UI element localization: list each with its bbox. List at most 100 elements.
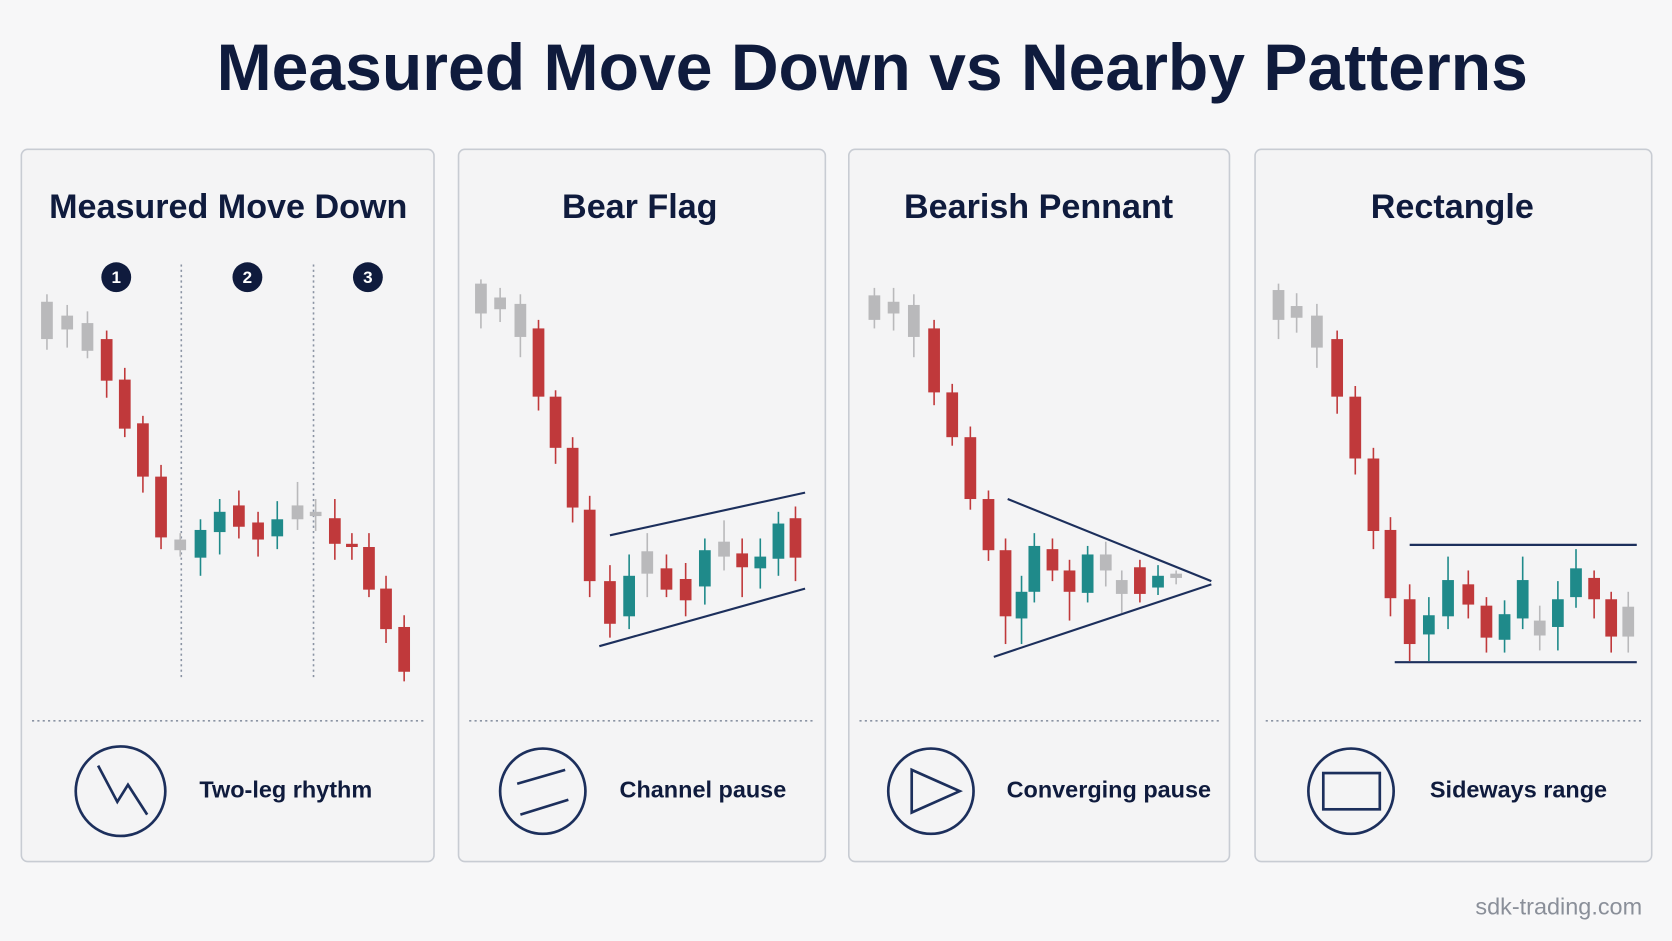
channel-line <box>598 587 806 648</box>
candle-body <box>1480 605 1493 638</box>
candle-body <box>1028 545 1041 592</box>
candle-body <box>532 328 545 397</box>
caption: Channel pause <box>620 776 787 802</box>
candle-body <box>868 295 881 320</box>
candle-body <box>679 578 692 601</box>
candle-body <box>1331 339 1344 397</box>
candle-body <box>1498 614 1511 640</box>
step-number: 1 <box>112 268 121 287</box>
candle-body <box>1115 580 1128 594</box>
candle-body <box>623 575 636 617</box>
candle-body <box>660 568 673 590</box>
channel-line <box>609 491 806 537</box>
candle-body <box>494 297 506 310</box>
icon <box>96 764 149 816</box>
icon <box>886 747 975 836</box>
candle-body <box>100 339 113 381</box>
candle-body <box>233 505 245 527</box>
candle-body <box>1099 554 1112 571</box>
icon <box>910 767 963 815</box>
candle-body <box>1462 584 1475 605</box>
candle-body <box>1384 529 1397 599</box>
page-title: Measured Move Down vs Nearby Patterns <box>217 31 1528 105</box>
candle-body <box>1311 315 1323 348</box>
candle-body <box>1015 591 1028 619</box>
panel-title: Bear Flag <box>562 188 717 226</box>
candle-body <box>41 301 53 340</box>
candle-body <box>1170 573 1183 578</box>
candle-body <box>271 519 284 537</box>
pennant-line <box>1007 498 1212 583</box>
icon <box>516 768 566 786</box>
step-badge <box>352 262 383 293</box>
candle-body <box>754 556 767 569</box>
candle-body <box>1349 396 1362 459</box>
candle-body <box>1422 615 1435 635</box>
footer: sdk-trading.com <box>1475 894 1642 920</box>
candle-body <box>887 301 900 314</box>
candle-body <box>736 553 749 568</box>
candle-body <box>964 437 977 500</box>
candle-body <box>252 522 264 540</box>
candle-body <box>1134 567 1146 594</box>
candle-body <box>1552 599 1564 627</box>
candle-body <box>641 551 654 574</box>
candle-body <box>604 581 616 624</box>
candle-body <box>566 447 579 508</box>
candle-body <box>1533 620 1546 636</box>
candle-body <box>946 392 959 438</box>
candles <box>41 279 1635 682</box>
icon <box>498 747 587 836</box>
candle-body <box>398 626 411 672</box>
candle-body <box>549 396 562 448</box>
caption: Converging pause <box>1007 776 1211 802</box>
step-number: 3 <box>363 268 372 287</box>
panel <box>847 148 1231 863</box>
candle-body <box>1290 306 1303 318</box>
panel <box>457 148 827 863</box>
candle-body <box>1367 458 1380 532</box>
candle-body <box>137 423 149 477</box>
candle-body <box>1605 599 1618 637</box>
candle-body <box>194 529 207 558</box>
candle-body <box>1063 570 1076 592</box>
caption: Two-leg rhythm <box>199 776 372 802</box>
panel-title: Rectangle <box>1371 188 1534 226</box>
candle-body <box>1403 599 1416 645</box>
candle-body <box>1046 549 1059 571</box>
icon <box>74 745 167 838</box>
candle-body <box>1516 580 1529 619</box>
candle-body <box>514 303 527 337</box>
candle-body <box>174 539 187 551</box>
step-badge <box>101 262 132 293</box>
candle-body <box>718 541 730 557</box>
candle-body <box>583 509 596 582</box>
candle-body <box>999 550 1012 617</box>
caption: Sideways range <box>1430 776 1607 802</box>
candle-body <box>928 328 940 393</box>
candle-body <box>1442 580 1454 617</box>
candle-body <box>328 518 341 544</box>
candle-body <box>380 588 392 630</box>
candle-body <box>1272 290 1285 320</box>
candle-body <box>772 523 785 559</box>
icon <box>1307 747 1396 836</box>
candle-body <box>475 283 487 314</box>
icon <box>1321 771 1382 811</box>
icon <box>519 798 569 816</box>
panel <box>20 148 435 863</box>
candle-body <box>61 315 74 330</box>
candle-body <box>789 518 802 558</box>
candle-body <box>1588 577 1600 600</box>
candle-body <box>1622 606 1635 637</box>
candle-body <box>309 511 322 517</box>
step-badge <box>232 262 263 293</box>
candle-body <box>698 550 711 587</box>
candle-body <box>118 379 131 429</box>
candle-body <box>81 323 94 351</box>
candle-body <box>1570 568 1582 598</box>
candle-body <box>982 499 995 551</box>
candle-body <box>155 476 167 538</box>
candle-body <box>363 547 375 590</box>
